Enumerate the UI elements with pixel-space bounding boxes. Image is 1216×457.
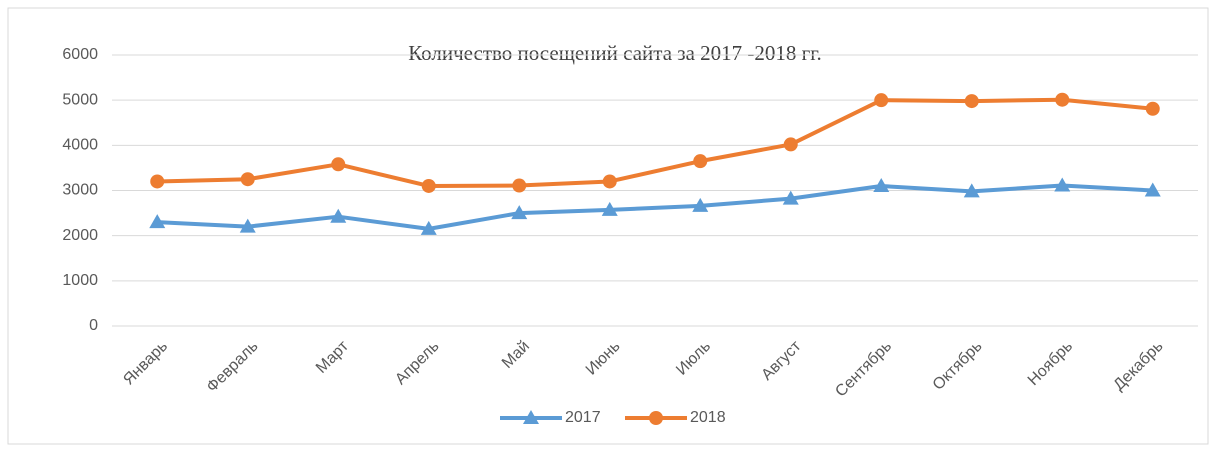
point <box>149 214 166 229</box>
point <box>602 174 617 189</box>
point <box>239 218 256 233</box>
point <box>420 220 437 235</box>
point <box>512 178 527 193</box>
point <box>692 197 709 212</box>
y-tick-label: 5000 <box>62 91 98 108</box>
point <box>874 93 889 108</box>
series-line <box>157 183 1153 231</box>
point <box>873 177 890 192</box>
y-tick-label: 0 <box>89 317 98 334</box>
y-tick-label: 3000 <box>62 182 98 199</box>
point <box>421 178 436 193</box>
legend-label: 2017 <box>565 409 601 426</box>
y-tick-label: 4000 <box>62 137 98 154</box>
point <box>964 94 979 109</box>
point <box>693 154 708 169</box>
point <box>1145 101 1160 116</box>
legend-label: 2018 <box>690 409 726 426</box>
legend-marker <box>523 410 539 424</box>
series-line <box>157 97 1153 188</box>
y-tick-label: 1000 <box>62 272 98 289</box>
point <box>782 190 799 205</box>
point <box>1055 92 1070 107</box>
chart-title: Количество посещений сайта за 2017 -2018… <box>408 41 822 65</box>
point <box>331 157 346 172</box>
y-tick-label: 6000 <box>62 46 98 63</box>
point <box>1054 177 1071 192</box>
legend-marker <box>649 411 663 425</box>
y-tick-label: 2000 <box>62 227 98 244</box>
point <box>330 208 347 223</box>
point <box>601 201 618 216</box>
point <box>511 205 528 220</box>
point <box>963 183 980 198</box>
point <box>783 137 798 152</box>
point <box>240 172 255 187</box>
point <box>150 174 165 189</box>
point <box>1144 182 1161 197</box>
